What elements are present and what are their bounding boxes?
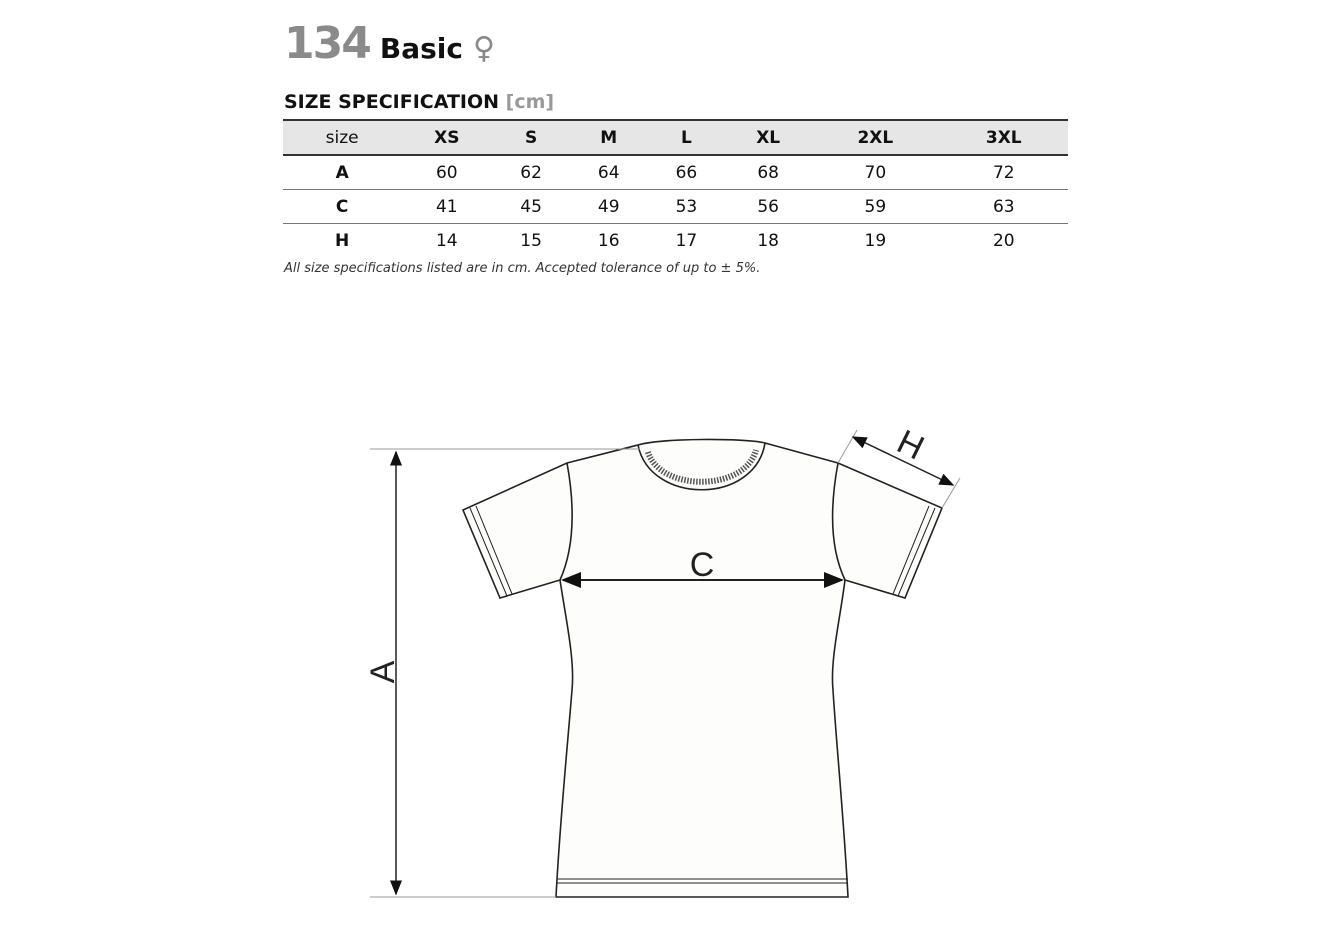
tolerance-note: All size specifications listed are in cm…	[284, 261, 761, 276]
table-cell: 15	[520, 230, 542, 251]
section-title: SIZE SPECIFICATION [cm]	[284, 91, 554, 113]
column-header: XS	[434, 127, 460, 148]
table-row: C 41 45 49 53 56 59 63	[283, 190, 1068, 224]
table-cell: 62	[520, 162, 542, 183]
row-label: H	[335, 230, 350, 251]
table-cell: 64	[597, 162, 620, 183]
row-label: C	[335, 196, 349, 217]
table-cell: 68	[757, 162, 779, 183]
product-title: 134 Basic ♀	[284, 18, 495, 69]
table-cell: 72	[992, 162, 1015, 183]
table-cell: 14	[435, 230, 458, 251]
table-cell: 20	[992, 230, 1015, 251]
table-cell: 66	[675, 162, 698, 183]
table-cell: 41	[435, 196, 458, 217]
dimension-label-c: C	[690, 546, 715, 584]
row-label: A	[335, 162, 349, 183]
size-table: size XS S M L XL 2XL 3XL A 60 62 64 66 68 70 72 C 41 45 49…	[283, 119, 1068, 257]
table-cell: 70	[864, 162, 887, 183]
spec-unit: [cm]	[505, 91, 555, 113]
table-cell: 56	[757, 196, 779, 217]
table-cell: 63	[992, 196, 1015, 217]
table-cell: 16	[597, 230, 620, 251]
table-cell: 49	[597, 196, 620, 217]
table-cell: 60	[435, 162, 458, 183]
table-row: A 60 62 64 66 68 70 72	[283, 155, 1068, 190]
table-cell: 19	[864, 230, 887, 251]
table-cell: 53	[675, 196, 698, 217]
dimension-label-h: H	[891, 423, 930, 468]
tshirt-outline	[461, 438, 944, 898]
column-header: M	[600, 127, 618, 148]
table-cell: 18	[757, 230, 779, 251]
table-header: size XS S M L XL 2XL 3XL	[283, 120, 1068, 155]
column-header: S	[524, 127, 538, 148]
column-header: L	[680, 127, 692, 148]
column-header: size	[325, 127, 359, 148]
column-header: 3XL	[985, 127, 1022, 148]
model-number: 134	[284, 18, 372, 69]
table-cell: 59	[864, 196, 887, 217]
female-icon: ♀	[472, 31, 495, 66]
table-row: H 14 15 16 17 18 19 20	[283, 224, 1068, 258]
column-header: 2XL	[857, 127, 894, 148]
model-name: Basic	[379, 32, 463, 65]
table-cell: 17	[675, 230, 698, 251]
dimension-label-a: A	[364, 660, 402, 683]
table-cell: 45	[520, 196, 542, 217]
spec-title: SIZE SPECIFICATION	[284, 91, 500, 113]
column-header: XL	[756, 127, 781, 148]
dimension-lines	[370, 429, 961, 898]
